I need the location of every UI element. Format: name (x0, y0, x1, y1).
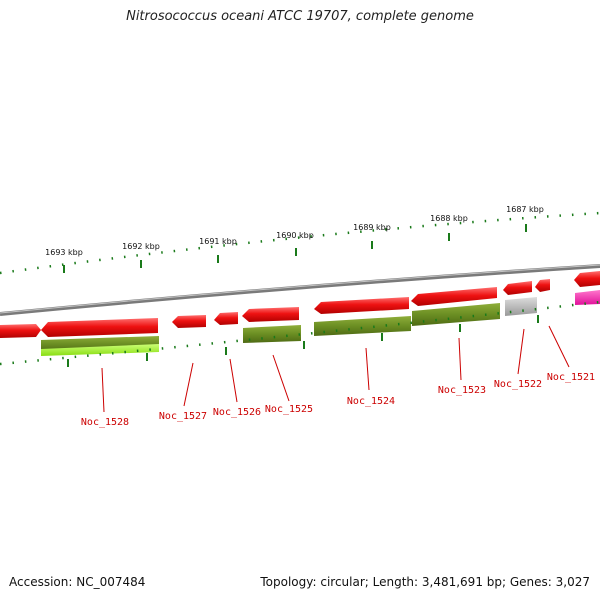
gene-label-noc1524: Noc_1524 (347, 396, 395, 407)
kbp-label: 1693 kbp (45, 248, 83, 257)
kbp-label: 1687 kbp (506, 205, 544, 214)
kbp-label: 1688 kbp (430, 214, 468, 223)
map-title: Nitrosococcus oceani ATCC 19707, complet… (126, 9, 474, 24)
gene-label-noc1528: Noc_1528 (81, 417, 129, 428)
outer-tick-ring (0, 211, 600, 275)
kbp-label: 1689 kbp (353, 223, 391, 232)
genome-summary-text: Topology: circular; Length: 3,481,691 bp… (260, 575, 590, 589)
gene-arrow-pink[interactable] (575, 290, 600, 305)
gene-label-noc1526: Noc_1526 (213, 407, 261, 418)
kbp-label: 1690 kbp (276, 231, 314, 240)
inner-tick-ring (0, 300, 600, 366)
cds-feature[interactable] (505, 297, 537, 316)
genome-backbone (0, 264, 600, 316)
inner-major-ticks (67, 315, 539, 367)
gene-label-noc1527: Noc_1527 (159, 411, 207, 422)
cds-feature[interactable] (243, 325, 301, 343)
gene-label-noc1521: Noc_1521 (547, 372, 595, 383)
label-leaders (101, 325, 570, 413)
gene-arrow-noc1522[interactable] (503, 281, 532, 295)
gene-arrow-noc1527[interactable] (172, 315, 206, 328)
gene-track-cds (41, 297, 537, 356)
cds-feature[interactable] (314, 316, 411, 336)
gene-arrow-noc1528[interactable] (41, 318, 158, 337)
cds-feature[interactable] (41, 344, 159, 356)
gene-label-noc1522: Noc_1522 (494, 379, 542, 390)
gene-arrow[interactable] (0, 324, 41, 338)
outer-major-ticks (63, 224, 527, 273)
gene-arrow[interactable] (574, 271, 600, 287)
gene-label-noc1523: Noc_1523 (438, 385, 486, 396)
gene-arrow-noc1523[interactable] (411, 287, 497, 306)
gene-arrow-noc1521[interactable] (535, 279, 550, 292)
gene-track-genes (0, 271, 600, 338)
accession-text: Accession: NC_007484 (9, 575, 146, 589)
kbp-label: 1691 kbp (199, 237, 237, 246)
cds-feature[interactable] (412, 303, 500, 326)
gene-arrow-noc1526[interactable] (214, 312, 238, 325)
kbp-label: 1692 kbp (122, 242, 160, 251)
gene-arrow-noc1524[interactable] (314, 297, 409, 314)
gene-label-noc1525: Noc_1525 (265, 404, 313, 415)
gene-arrow-noc1525[interactable] (242, 307, 299, 322)
